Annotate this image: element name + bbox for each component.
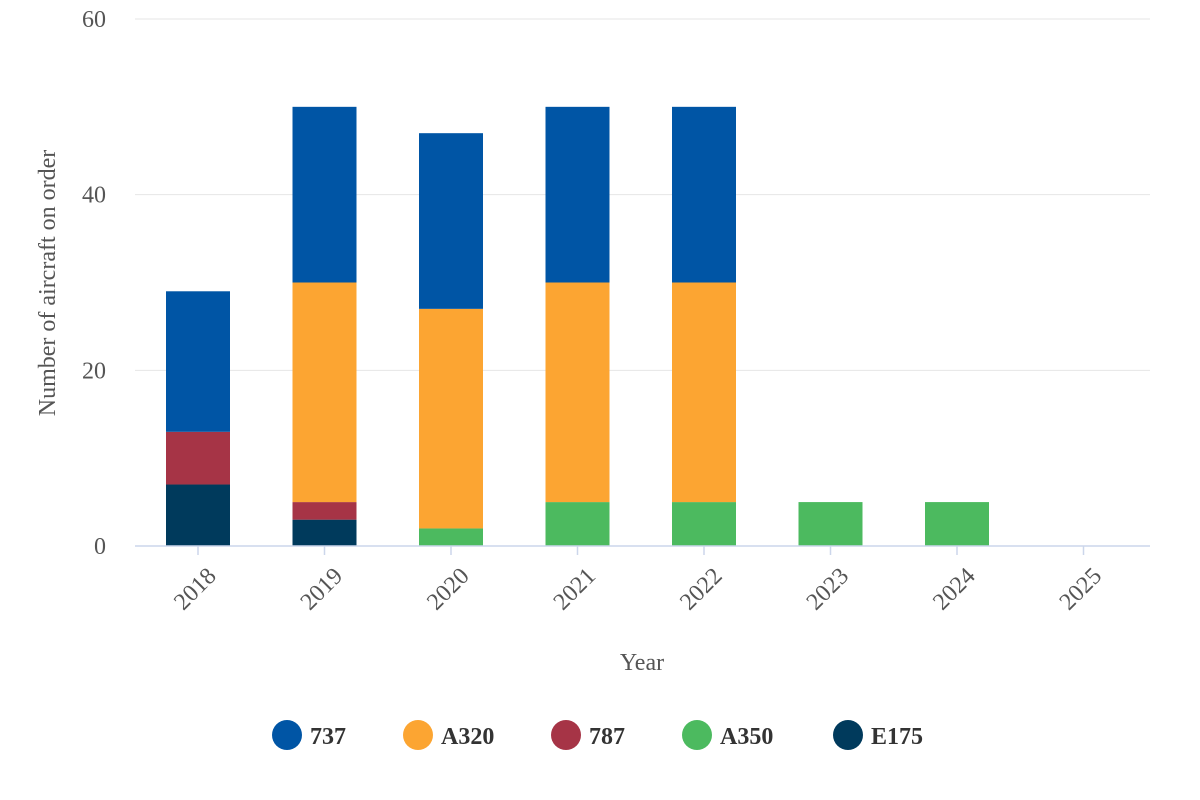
legend-label: 737 bbox=[310, 724, 346, 750]
legend-item-a350[interactable]: A350 bbox=[682, 720, 773, 750]
bar-segment-737 bbox=[545, 106, 610, 283]
legend-item-737[interactable]: 737 bbox=[272, 720, 346, 750]
x-tick-label: 2025 bbox=[1055, 563, 1107, 615]
bar-segment-737 bbox=[419, 133, 483, 309]
y-tick-label: 0 bbox=[94, 534, 106, 560]
legend-marker bbox=[272, 720, 302, 750]
x-tick-label: 2019 bbox=[296, 563, 348, 615]
x-tick-label: 2018 bbox=[169, 563, 221, 615]
bar-segment-a320 bbox=[419, 308, 483, 529]
legend-label: A350 bbox=[720, 724, 773, 750]
y-axis-title: Number of aircraft on order bbox=[35, 150, 61, 417]
x-tick-label: 2022 bbox=[675, 563, 727, 615]
legend-item-a320[interactable]: A320 bbox=[403, 720, 494, 750]
bar-segment-737 bbox=[672, 106, 736, 283]
axes: 0 20 40 60 2018 2019 2020 2021 2022 2023 2024 2025 bbox=[82, 7, 1150, 615]
bar-segment-a350 bbox=[545, 502, 610, 546]
bar-segment-737 bbox=[166, 291, 230, 432]
legend: 737 A320 787 A350 E175 bbox=[272, 720, 923, 750]
legend-label: 787 bbox=[589, 724, 625, 750]
y-tick-label: 60 bbox=[82, 7, 106, 33]
bar-segment-a320 bbox=[545, 282, 610, 503]
legend-marker bbox=[682, 720, 712, 750]
bars bbox=[166, 106, 989, 546]
bar-segment-a320 bbox=[672, 282, 736, 503]
legend-marker bbox=[403, 720, 433, 750]
bar-segment-737 bbox=[292, 106, 357, 283]
bar-segment-787 bbox=[292, 502, 357, 520]
bar-segment-787 bbox=[166, 431, 230, 485]
bar-segment-a350 bbox=[798, 502, 863, 546]
bar-segment-a350 bbox=[925, 502, 989, 546]
bar-segment-e175 bbox=[292, 519, 357, 546]
bar-segment-a320 bbox=[292, 282, 357, 503]
bar-segment-e175 bbox=[166, 484, 230, 546]
x-tick-label: 2021 bbox=[549, 563, 601, 615]
y-tick-label: 20 bbox=[82, 358, 106, 384]
x-tick-label: 2023 bbox=[802, 563, 854, 615]
x-tick-label: 2024 bbox=[928, 563, 980, 615]
x-tick-label: 2020 bbox=[422, 563, 474, 615]
legend-label: A320 bbox=[441, 724, 494, 750]
legend-marker bbox=[551, 720, 581, 750]
bar-segment-a350 bbox=[672, 502, 736, 546]
legend-label: E175 bbox=[871, 724, 923, 750]
bar-segment-a350 bbox=[419, 528, 483, 546]
gridlines bbox=[135, 18, 1150, 371]
legend-item-787[interactable]: 787 bbox=[551, 720, 625, 750]
x-axis-title: Year bbox=[620, 650, 664, 676]
y-tick-label: 40 bbox=[82, 183, 106, 209]
legend-item-e175[interactable]: E175 bbox=[833, 720, 923, 750]
legend-marker bbox=[833, 720, 863, 750]
